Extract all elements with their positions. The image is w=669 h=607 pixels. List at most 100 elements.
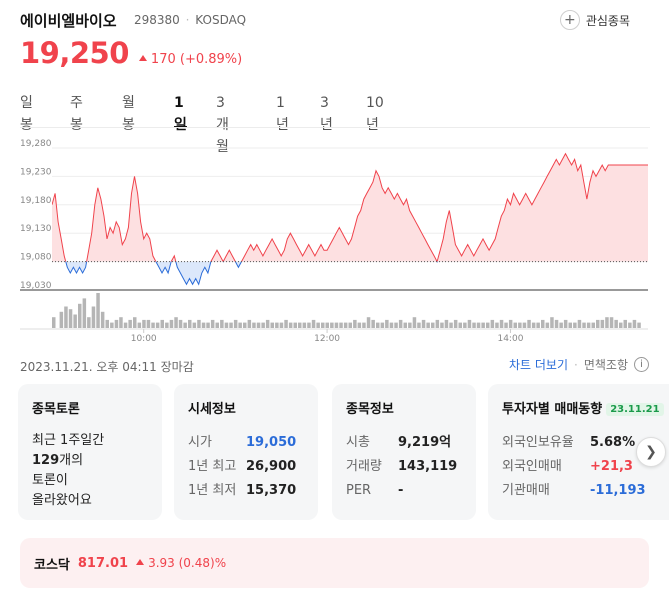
tab-2[interactable]: 월봉 (122, 95, 135, 133)
info-icon[interactable]: i (634, 357, 649, 372)
y-tick-label: 19,230 (20, 167, 52, 177)
volume-bar (605, 317, 609, 328)
watch-button[interactable]: + 관심종목 (559, 10, 630, 30)
market-up-arrow-icon (136, 559, 145, 565)
volume-bar (133, 317, 137, 328)
volume-bar (435, 319, 440, 328)
volume-bar (288, 322, 293, 328)
tab-6[interactable]: 3년 (320, 95, 333, 133)
volume-bar (201, 322, 206, 328)
info-volume-value: 143,119 (398, 459, 458, 474)
volume-bar (270, 322, 274, 328)
volume-bar (210, 319, 215, 328)
volume-bar (137, 322, 142, 328)
institution-value: -11,193 (590, 483, 646, 498)
investor-row-institution: 기관매매 -11,193 (502, 479, 669, 503)
volume-bar (371, 319, 375, 328)
quote-open-label: 시가 (188, 435, 212, 450)
volume-bar (96, 293, 100, 328)
volume-bar (64, 306, 68, 328)
volume-bar (73, 314, 77, 328)
stock-info-card[interactable]: 종목정보 시총 9,219억 거래량 143,119 PER - (332, 384, 476, 520)
volume-bar (458, 322, 462, 328)
volume-bar (110, 322, 114, 328)
tab-3[interactable]: 1일 (174, 92, 187, 133)
volume-bar (224, 322, 229, 328)
disclaimer-link[interactable]: 면책조항 (583, 358, 628, 372)
stock-meta: 298380 · KOSDAQ (134, 13, 246, 27)
volume-bar (403, 322, 407, 328)
more-chart-link[interactable]: 차트 더보기 (508, 358, 568, 372)
volume-bar (412, 317, 417, 328)
chevron-right-icon: ❯ (645, 444, 657, 460)
volume-bar (632, 319, 637, 328)
volume-bar (243, 322, 247, 328)
volume-bar (348, 322, 352, 328)
volume-bar (628, 322, 632, 328)
volume-bar (174, 317, 178, 328)
stock-name: 에이비엘바이오 (20, 12, 117, 30)
quote-card[interactable]: 시세정보 시가 19,050 1년 최고 26,900 1년 최저 15,370 (174, 384, 318, 520)
volume-bar (256, 322, 261, 328)
volume-bar (114, 319, 119, 328)
volume-bar (123, 322, 128, 328)
intraday-chart[interactable]: 19,280 19,230 19,180 19,130 19,080 19,030 10:0… (0, 138, 669, 348)
volume-bar (453, 319, 458, 328)
price-change: 170 (+0.89%) (138, 52, 242, 67)
discussion-card[interactable]: 종목토론 최근 1주일간 129개의 토론이 올라왔어요 (18, 384, 162, 520)
volume-bar (417, 322, 421, 328)
tab-5[interactable]: 1년 (276, 95, 289, 133)
market-index-value: 817.01 (77, 555, 129, 571)
volume-bar (394, 322, 398, 328)
volume-bar (568, 322, 572, 328)
current-price: 19,250 (20, 36, 129, 70)
market-index-change: 3.93 (0.48)% (136, 556, 226, 570)
volume-bar (600, 319, 605, 328)
volume-bar (229, 322, 233, 328)
market-index-bar[interactable]: 코스닥 817.01 3.93 (0.48)% (20, 538, 649, 588)
tabs-divider (20, 127, 650, 128)
volume-bar (151, 322, 155, 328)
price-row: 19,250 170 (+0.89%) (20, 36, 242, 72)
price-area-down (52, 261, 648, 285)
quote-high-value: 26,900 (246, 459, 297, 474)
volume-bar (279, 322, 284, 328)
volume-bar (591, 322, 595, 328)
volume-bar (481, 322, 485, 328)
volume-bar (357, 322, 362, 328)
investor-title: 투자자별 매매동향 23.11.21 (502, 398, 669, 417)
tab-4[interactable]: 3개월 (216, 95, 229, 155)
up-arrow-icon (138, 55, 147, 61)
volume-bar (380, 322, 385, 328)
volume-bar (623, 319, 627, 328)
volume-bar (385, 319, 389, 328)
volume-bar (325, 322, 329, 328)
volume-bar (508, 319, 513, 328)
volume-bar (293, 322, 297, 328)
volume-bar (444, 319, 449, 328)
volume-bar (573, 322, 577, 328)
volume-bar (449, 322, 453, 328)
volume-bar (389, 322, 394, 328)
discussion-count-suffix: 개의 (59, 453, 84, 468)
info-mcap-label: 시총 (346, 435, 370, 450)
tab-1[interactable]: 주봉 (70, 95, 83, 133)
volume-bar (128, 319, 132, 328)
market-change-amount: 3.93 (148, 556, 175, 570)
volume-bar (252, 322, 256, 328)
y-tick-label: 19,280 (20, 139, 52, 149)
tab-0[interactable]: 일봉 (20, 95, 33, 133)
tab-7[interactable]: 10년 (366, 95, 384, 133)
quote-low-label: 1년 최저 (188, 483, 237, 498)
volume-bar (261, 322, 265, 328)
volume-bar (577, 319, 582, 328)
volume-bar (426, 322, 430, 328)
volume-bar (311, 319, 316, 328)
discussion-body: 최근 1주일간 129개의 토론이 올라왔어요 (32, 431, 148, 511)
info-per-label: PER (346, 483, 372, 498)
volume-bar (100, 311, 105, 328)
investor-row-foreign-trade: 외국인매매 +21,3 (502, 455, 669, 479)
next-card-button[interactable]: ❯ (636, 437, 666, 467)
discussion-count: 129 (32, 453, 60, 468)
change-amount: 170 (150, 52, 176, 67)
